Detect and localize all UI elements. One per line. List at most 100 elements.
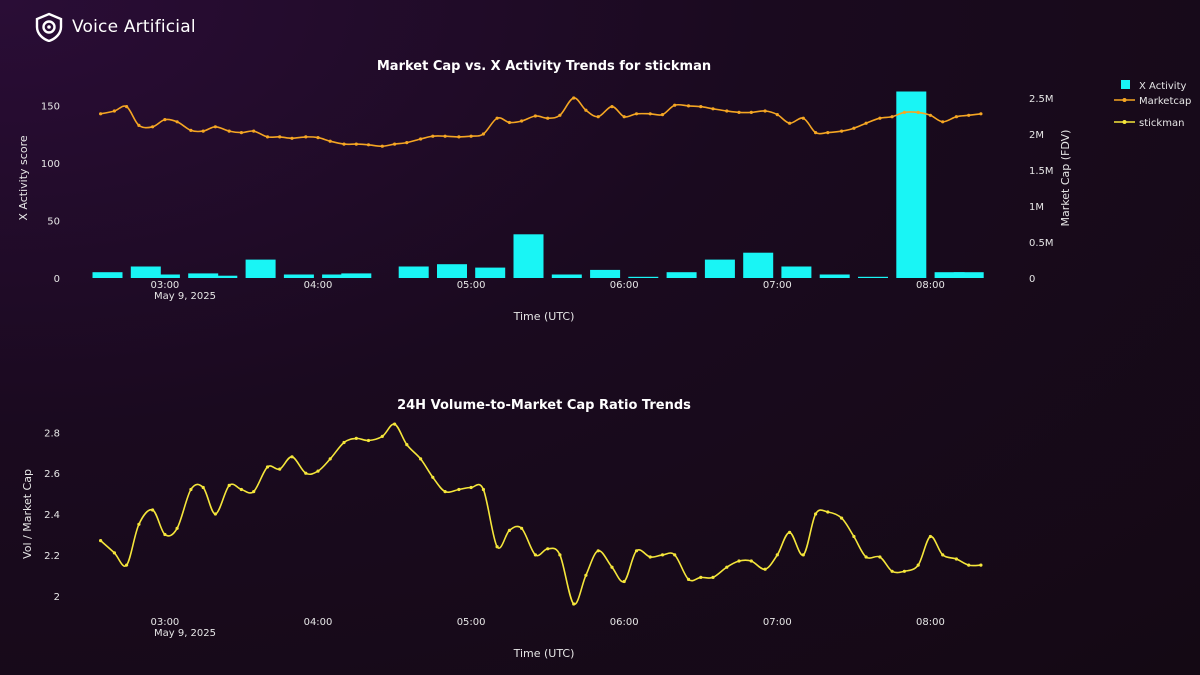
stickman-ratio-point — [699, 575, 703, 580]
stickman-ratio-point — [151, 508, 155, 512]
chart2-x-tick-label: 07:00 — [763, 617, 792, 628]
x-activity-bar — [437, 264, 467, 278]
stickman-ratio-point — [405, 443, 409, 447]
marketcap-point — [137, 123, 141, 127]
marketcap-point — [457, 135, 461, 139]
marketcap-point — [801, 116, 805, 120]
chart1-y-left-tick-label: 100 — [41, 159, 60, 170]
x-activity-bar — [92, 272, 123, 278]
x-activity-bar — [322, 274, 353, 278]
stickman-ratio-point — [533, 553, 538, 557]
stickman-ratio-point — [852, 534, 856, 539]
chart2-y-tick-label: 2 — [54, 592, 60, 603]
marketcap-point — [686, 104, 691, 108]
stickman-ratio-point — [954, 557, 959, 561]
marketcap-point — [634, 112, 639, 116]
marketcap-point — [252, 129, 256, 133]
chart2-x-tick-label: 03:00 — [150, 617, 179, 628]
marketcap-point — [840, 129, 844, 133]
stickman-ratio-point — [788, 530, 792, 535]
marketcap-point — [354, 142, 358, 146]
chart1-y-right-tick-label: 2.5M — [1029, 94, 1054, 105]
stickman-ratio-point — [125, 563, 129, 567]
chart2-x-tick-label: 06:00 — [610, 617, 639, 628]
chart2-xlabel: Time (UTC) — [513, 647, 575, 660]
stickman-ratio-point — [252, 490, 256, 494]
stickman-ratio-point — [419, 457, 423, 461]
stickman-ratio-point — [112, 551, 116, 555]
stickman-ratio-point — [826, 510, 830, 514]
chart2-x-tick-label: 08:00 — [916, 617, 945, 628]
stickman-ratio-point — [902, 569, 907, 573]
x-activity-bar — [704, 259, 735, 278]
chart1-y-left-tick-label: 50 — [47, 216, 60, 227]
legend-marker-stickman — [1122, 120, 1127, 124]
x-activity-bar — [149, 274, 180, 278]
marketcap-point — [163, 118, 167, 122]
chart2-title: 24H Volume-to-Market Cap Ratio Trends — [397, 398, 691, 413]
chart1-y-left-tick-label: 0 — [54, 274, 60, 285]
marketcap-point — [763, 109, 767, 113]
marketcap-point — [941, 120, 945, 124]
stickman-ratio-point — [239, 487, 243, 492]
stickman-ratio-point — [443, 490, 447, 494]
stickman-ratio-point — [290, 455, 294, 459]
stickman-ratio-line — [100, 423, 981, 605]
marketcap-point — [622, 115, 626, 119]
marketcap-point — [342, 142, 346, 146]
marketcap-point — [610, 105, 614, 109]
stickman-ratio-point — [393, 422, 397, 426]
brand: Voice Artificial — [34, 12, 196, 42]
x-activity-bar — [743, 252, 774, 278]
stickman-ratio-point — [304, 471, 308, 475]
marketcap-point — [967, 113, 971, 117]
marketcap-point — [278, 135, 282, 139]
chart1-x-tick-sub: May 9, 2025 — [154, 291, 216, 302]
x-activity-bar — [858, 276, 888, 278]
marketcap-point — [814, 131, 818, 135]
marketcap-point — [469, 134, 473, 138]
marketcap-point — [443, 134, 447, 138]
stickman-ratio-point — [189, 487, 193, 492]
chart1-y-right-tick-label: 1M — [1029, 202, 1044, 213]
chart1-y-right-tick-label: 2M — [1029, 130, 1044, 141]
marketcap-point — [673, 103, 677, 107]
chart1-x-tick-label: 06:00 — [610, 280, 639, 291]
stickman-ratio-point — [558, 553, 562, 557]
x-activity-bar — [207, 275, 238, 278]
marketcap-point — [304, 135, 308, 139]
x-activity-bar — [628, 276, 659, 278]
stickman-ratio-point — [546, 547, 550, 551]
chart2-y-tick-label: 2.4 — [44, 510, 60, 521]
marketcap-point — [954, 115, 959, 119]
stickman-ratio-point — [941, 553, 945, 557]
stickman-ratio-point — [175, 526, 179, 530]
marketcap-point — [366, 143, 371, 147]
marketcap-point — [405, 141, 409, 145]
stickman-ratio-point — [686, 577, 691, 582]
marketcap-point — [290, 136, 294, 140]
x-activity-bar — [666, 272, 697, 278]
marketcap-point — [749, 110, 753, 114]
marketcap-point — [902, 110, 907, 114]
stickman-ratio-point — [660, 553, 665, 557]
marketcap-point — [572, 96, 576, 100]
x-activity-bar — [551, 274, 582, 278]
stickman-ratio-point — [265, 465, 270, 469]
chart2-ylabel: Vol / Market Cap — [21, 469, 34, 559]
marketcap-point — [711, 107, 715, 111]
marketcap-point — [558, 113, 562, 117]
marketcap-point — [648, 112, 652, 116]
stickman-ratio-point — [928, 534, 933, 539]
stickman-ratio-point — [648, 555, 652, 559]
marketcap-point — [737, 110, 741, 114]
marketcap-point — [878, 116, 882, 120]
x-activity-bar — [398, 266, 429, 278]
marketcap-point — [175, 120, 179, 124]
stickman-ratio-point — [725, 565, 729, 569]
x-activity-bar — [245, 259, 276, 278]
marketcap-point — [431, 134, 435, 138]
marketcap-point — [546, 116, 550, 120]
chart1-legend: X Activity Marketcap stickman — [1114, 80, 1191, 129]
